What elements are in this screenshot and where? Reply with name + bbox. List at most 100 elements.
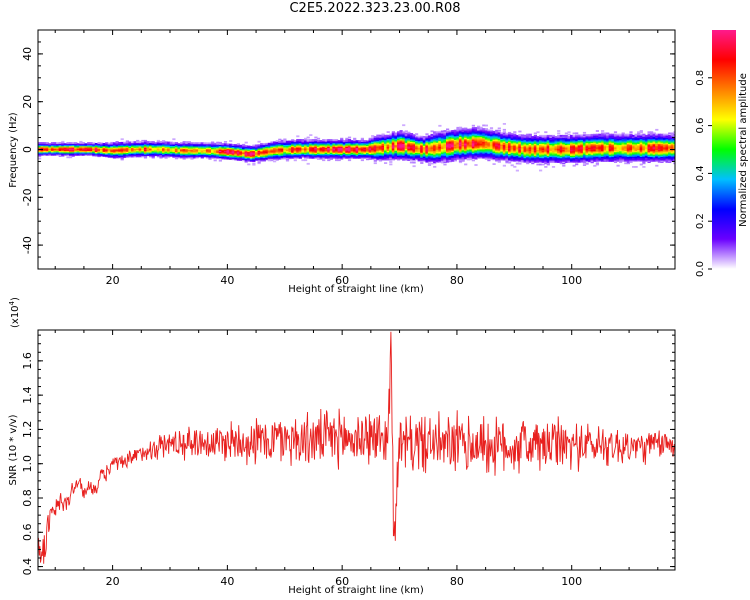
heatmap-cell bbox=[564, 140, 568, 143]
heatmap-cell bbox=[285, 155, 290, 157]
heatmap-cell bbox=[229, 149, 233, 152]
heatmap-cell bbox=[293, 152, 297, 155]
heatmap-cell bbox=[554, 140, 558, 143]
heatmap-cell bbox=[203, 148, 207, 151]
heatmap-cell bbox=[655, 152, 659, 155]
heatmap-cell bbox=[342, 145, 346, 147]
heatmap-cell bbox=[84, 150, 88, 153]
heatmap-cell bbox=[433, 142, 437, 144]
heatmap-cell bbox=[603, 152, 607, 155]
heatmap-cell bbox=[293, 147, 297, 150]
heatmap-cell bbox=[495, 139, 499, 142]
heatmap-cell bbox=[94, 154, 98, 157]
heatmap-cell bbox=[332, 147, 336, 150]
heatmap-cell bbox=[515, 147, 519, 149]
heatmap-cell bbox=[541, 138, 545, 141]
heatmap-cell bbox=[637, 149, 641, 152]
heatmap-cell bbox=[360, 145, 364, 147]
heatmap-cell bbox=[169, 153, 173, 156]
heatmap-cell bbox=[621, 145, 625, 148]
heatmap-cell bbox=[577, 152, 581, 155]
heatmap-cell bbox=[464, 149, 468, 151]
heatmap-cell bbox=[430, 159, 434, 161]
heatmap-cell bbox=[513, 158, 517, 161]
heatmap-cell bbox=[489, 152, 494, 155]
heatmap-cell bbox=[229, 140, 233, 142]
heatmap-cell bbox=[376, 139, 380, 142]
heatmap-cell bbox=[551, 154, 556, 156]
heatmap-cell bbox=[557, 142, 561, 144]
heatmap-cell bbox=[670, 158, 674, 161]
heatmap-cell bbox=[136, 143, 140, 146]
heatmap-cell bbox=[647, 154, 651, 156]
heatmap-cell bbox=[458, 149, 463, 152]
heatmap-cell bbox=[298, 152, 302, 154]
heatmap-cell bbox=[554, 157, 558, 160]
heatmap-cell bbox=[66, 145, 70, 148]
heatmap-cell bbox=[588, 136, 592, 139]
heatmap-cell bbox=[621, 137, 625, 140]
heatmap-cell bbox=[402, 147, 406, 149]
heatmap-cell bbox=[107, 147, 111, 150]
heatmap-cell bbox=[79, 146, 83, 149]
heatmap-cell bbox=[603, 134, 607, 137]
heatmap-cell bbox=[205, 143, 210, 146]
heatmap-cell bbox=[544, 145, 548, 148]
heatmap-cell bbox=[474, 145, 478, 147]
heatmap-cell bbox=[404, 147, 408, 149]
heatmap-cell bbox=[629, 148, 633, 150]
heatmap-cell bbox=[461, 131, 465, 134]
heatmap-cell bbox=[482, 150, 486, 153]
heatmap-cell bbox=[495, 159, 499, 162]
heatmap-cell bbox=[603, 149, 607, 152]
heatmap-cell bbox=[536, 158, 540, 161]
heatmap-cell bbox=[141, 149, 145, 152]
heatmap-cell bbox=[229, 143, 233, 146]
heatmap-cell bbox=[187, 148, 191, 151]
heatmap-cell bbox=[593, 141, 597, 143]
heatmap-cell bbox=[53, 143, 57, 146]
heatmap-cell bbox=[329, 156, 333, 159]
heatmap-cell bbox=[585, 136, 589, 139]
heatmap-cell bbox=[435, 144, 439, 147]
heatmap-cell bbox=[513, 139, 517, 142]
heatmap-cell bbox=[619, 143, 623, 146]
heatmap-cell bbox=[500, 133, 504, 136]
heatmap-cell bbox=[118, 155, 122, 157]
heatmap-cell bbox=[546, 149, 550, 152]
heatmap-cell bbox=[399, 140, 403, 143]
heatmap-cell bbox=[242, 143, 246, 146]
heatmap-cell bbox=[226, 143, 230, 146]
heatmap-cell bbox=[471, 134, 475, 137]
heatmap-cell bbox=[497, 133, 501, 136]
heatmap-cell bbox=[192, 154, 197, 157]
heatmap-cell bbox=[632, 166, 636, 168]
heatmap-cell bbox=[190, 143, 194, 146]
heatmap-cell bbox=[536, 155, 540, 157]
heatmap-cell bbox=[637, 142, 641, 144]
heatmap-cell bbox=[273, 154, 277, 157]
heatmap-cell bbox=[190, 151, 194, 154]
heatmap-cell bbox=[624, 134, 628, 137]
heatmap-cell bbox=[448, 132, 452, 135]
heatmap-cell bbox=[518, 144, 522, 147]
heatmap-cell bbox=[634, 137, 638, 140]
heatmap-cell bbox=[655, 142, 659, 144]
heatmap-cell bbox=[260, 156, 264, 159]
heatmap-cell bbox=[239, 150, 243, 153]
heatmap-cell bbox=[412, 155, 416, 158]
heatmap-cell bbox=[422, 138, 426, 141]
heatmap-cell bbox=[381, 158, 385, 161]
heatmap-cell bbox=[668, 132, 672, 135]
heatmap-cell bbox=[632, 136, 636, 138]
heatmap-cell bbox=[652, 136, 656, 138]
heatmap-cell bbox=[223, 154, 228, 156]
heatmap-cell bbox=[198, 155, 202, 158]
heatmap-cell bbox=[572, 161, 576, 163]
heatmap-cell bbox=[182, 145, 186, 148]
heatmap-cell bbox=[461, 130, 465, 132]
heatmap-cell bbox=[239, 153, 243, 155]
heatmap-cell bbox=[497, 129, 501, 132]
heatmap-cell bbox=[234, 144, 238, 146]
heatmap-cell bbox=[275, 158, 279, 160]
